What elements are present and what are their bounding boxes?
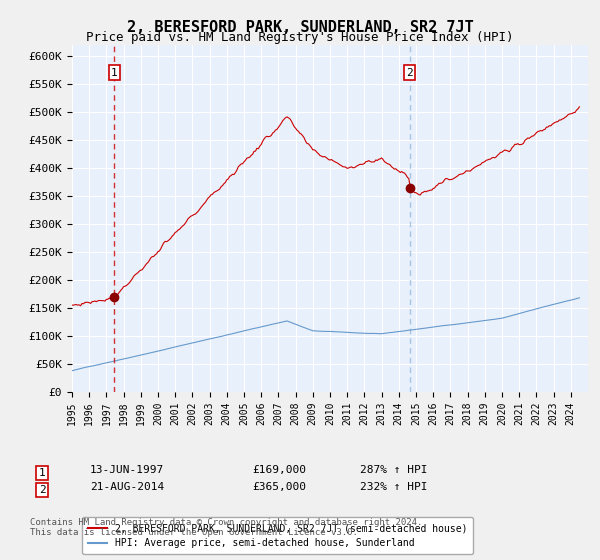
Legend: 2, BERESFORD PARK, SUNDERLAND, SR2 7JT (semi-detached house), HPI: Average price: 2, BERESFORD PARK, SUNDERLAND, SR2 7JT (… [82,517,473,554]
Text: £365,000: £365,000 [252,482,306,492]
Text: 2, BERESFORD PARK, SUNDERLAND, SR2 7JT: 2, BERESFORD PARK, SUNDERLAND, SR2 7JT [127,20,473,35]
Text: £169,000: £169,000 [252,465,306,475]
Text: Price paid vs. HM Land Registry's House Price Index (HPI): Price paid vs. HM Land Registry's House … [86,31,514,44]
Text: 1: 1 [38,468,46,478]
Text: 287% ↑ HPI: 287% ↑ HPI [360,465,427,475]
Text: 21-AUG-2014: 21-AUG-2014 [90,482,164,492]
Text: Contains HM Land Registry data © Crown copyright and database right 2024.
This d: Contains HM Land Registry data © Crown c… [30,518,422,538]
Text: 2: 2 [38,485,46,495]
Text: 2: 2 [406,68,413,78]
Text: 13-JUN-1997: 13-JUN-1997 [90,465,164,475]
Text: 232% ↑ HPI: 232% ↑ HPI [360,482,427,492]
Text: 1: 1 [111,68,118,78]
